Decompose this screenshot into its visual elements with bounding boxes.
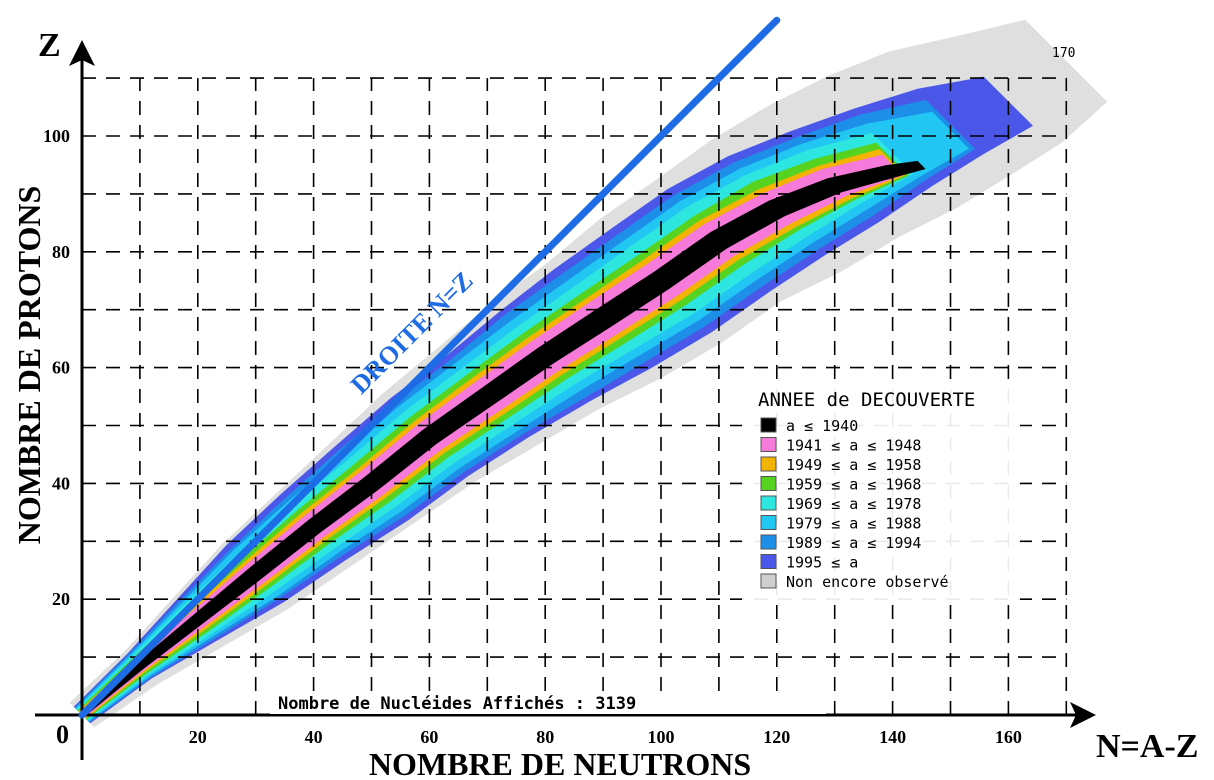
legend-swatch	[760, 554, 777, 569]
x-tick-label: 60	[420, 727, 438, 747]
legend-swatch	[760, 437, 777, 452]
legend-label: 1995 ≤ a	[786, 554, 858, 572]
y-tick-bg	[26, 588, 72, 611]
x-tick-label: 20	[189, 727, 207, 747]
x-tick-label: 40	[305, 727, 323, 747]
nuclide-bands	[69, 19, 1108, 728]
origin-label: 0	[56, 720, 69, 749]
x-tick-label: 80	[536, 727, 554, 747]
legend-swatch	[760, 456, 777, 472]
legend-swatch	[760, 534, 777, 550]
x-tick-label: 100	[648, 727, 675, 747]
y-axis-name: Z	[38, 27, 61, 64]
y-tick-label: 40	[52, 473, 70, 493]
top-corner-label: 170	[1052, 46, 1075, 61]
legend-label: 1969 ≤ a ≤ 1978	[786, 495, 921, 513]
legend-title: ANNEE de DECOUVERTE	[758, 389, 975, 411]
tick-labels: 20 40 60 80 100 120 140 160 20 40 60 80 100	[26, 125, 1022, 747]
y-axis-title: NOMBRE DE PROTONS	[11, 186, 47, 545]
legend-label: 1989 ≤ a ≤ 1994	[786, 534, 921, 552]
x-axis-title: NOMBRE DE NEUTRONS	[369, 746, 751, 780]
legend-swatch	[760, 495, 777, 511]
y-tick-label: 60	[52, 358, 70, 378]
legend-swatch	[760, 515, 777, 530]
legend-label: Non encore observé	[786, 573, 949, 591]
legend-label: 1941 ≤ a ≤ 1948	[786, 437, 921, 455]
band-5	[77, 142, 909, 720]
y-tick-bg	[26, 125, 72, 147]
legend-swatch	[760, 573, 777, 589]
axes	[35, 40, 1096, 760]
y-tick-label: 100	[43, 126, 70, 146]
legend: ANNEE de DECOUVERTE a ≤ 1940 1941 ≤ a ≤ 1…	[742, 380, 1020, 602]
y-tick-bg	[26, 240, 72, 263]
y-axis-arrow-icon	[69, 40, 95, 66]
legend-label: 1959 ≤ a ≤ 1968	[786, 476, 921, 494]
x-tick-label: 120	[763, 727, 790, 747]
y-tick-bg	[26, 472, 72, 495]
legend-background	[742, 380, 1020, 602]
legend-label: 1979 ≤ a ≤ 1988	[786, 515, 921, 533]
legend-label: a ≤ 1940	[786, 417, 858, 435]
x-axis-name: N=A-Z	[1096, 728, 1198, 765]
x-tick-label: 160	[995, 727, 1022, 747]
legend-swatch	[760, 417, 777, 433]
footer-background	[270, 692, 826, 714]
x-axis-arrow-icon	[1070, 702, 1096, 728]
y-tick-bg	[26, 356, 72, 379]
legend-swatch	[760, 476, 777, 491]
x-tick-label: 140	[879, 727, 906, 747]
y-tick-label: 80	[52, 242, 70, 262]
y-tick-label: 20	[52, 589, 70, 609]
n-equals-z-line	[78, 16, 781, 719]
legend-label: 1949 ≤ a ≤ 1958	[786, 456, 921, 474]
nuclide-count-footer: Nombre de Nucléides Affichés : 3139	[278, 694, 636, 714]
